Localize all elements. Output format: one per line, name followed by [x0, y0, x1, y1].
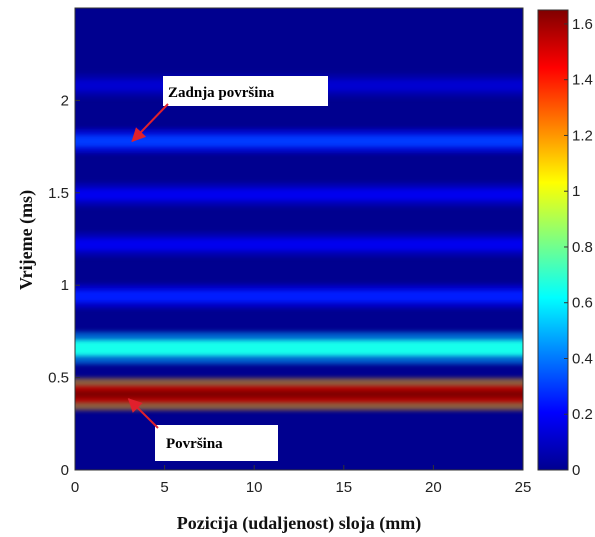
- annotation-arrow: [127, 398, 159, 429]
- annotation-arrow: [131, 103, 169, 143]
- y-tick-label: 0: [61, 462, 69, 479]
- plot-frame: [74, 7, 524, 471]
- heatmap-band: [75, 238, 523, 251]
- heatmap-band-peak: [75, 390, 523, 399]
- annotation-zadnja-povrsina: Zadnja površina: [131, 76, 328, 143]
- x-tick-label: 15: [335, 479, 352, 496]
- colorbar-tick-label: 0.6: [572, 295, 593, 312]
- colorbar-tick-label: 1.4: [572, 72, 593, 89]
- annotation-povrsina: Površina: [127, 398, 278, 461]
- colorbar-tick-label: 1: [572, 183, 580, 200]
- heatmap-band: [75, 188, 523, 201]
- y-axis-ticks: 0 0.5 1 1.5 2: [48, 92, 80, 479]
- x-tick-label: 20: [425, 479, 442, 496]
- colorbar-tick-label: 0: [572, 462, 580, 479]
- colorbar-tick-label: 0.4: [572, 350, 593, 367]
- x-tick-label: 0: [71, 479, 79, 496]
- x-tick-label: 10: [246, 479, 263, 496]
- y-tick-label: 2: [61, 92, 69, 109]
- heatmap-band: [75, 290, 523, 303]
- y-tick-label: 0.5: [48, 370, 69, 387]
- x-axis-label: Pozicija (udaljenost) sloja (mm): [177, 513, 421, 534]
- heatmap-bands: [75, 73, 523, 411]
- annotation-label: Zadnja površina: [168, 85, 275, 101]
- y-tick-label: 1.5: [48, 185, 69, 202]
- colorbar-ticks: 0 0.2 0.4 0.6 0.8 1 1.2 1.4 1.6: [564, 16, 593, 479]
- x-tick-label: 5: [160, 479, 168, 496]
- heatmap-band: [75, 340, 523, 357]
- annotation-box: [163, 76, 328, 106]
- colorbar-tick-label: 1.2: [572, 127, 593, 144]
- y-tick-label: 1: [61, 277, 69, 294]
- colorbar-tick-label: 0.2: [572, 406, 593, 423]
- colorbar-tick-label: 0.8: [572, 239, 593, 256]
- x-tick-label: 25: [515, 479, 532, 496]
- x-axis-ticks: 0 5 10 15 20 25: [71, 465, 532, 496]
- heatmap-band: [75, 135, 523, 148]
- y-axis-label: Vrijeme (ms): [16, 190, 37, 290]
- colorbar-tick-label: 1.6: [572, 16, 593, 33]
- colorbar: [537, 9, 569, 471]
- annotation-box: [155, 425, 278, 461]
- annotation-label: Površina: [166, 436, 223, 452]
